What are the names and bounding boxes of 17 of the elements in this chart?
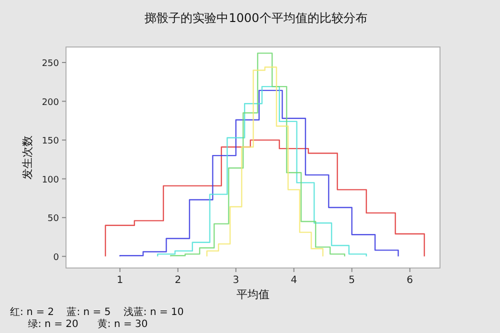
text: 绿: n = 20 黄: n = 30	[28, 318, 148, 330]
x-axis-title: 平均值	[236, 288, 270, 301]
text: 红: n = 2 蓝: n = 5 浅蓝: n = 10	[10, 306, 184, 318]
y-tick-label: 250	[42, 59, 60, 70]
x-tick-label: 2	[174, 275, 182, 286]
y-axis-title: 发生次数	[21, 136, 34, 180]
x-tick-label: 3	[232, 275, 240, 286]
x-tick-label: 5	[348, 275, 356, 286]
y-tick-label: 200	[42, 98, 60, 108]
y-tick-label: 150	[42, 136, 60, 147]
x-tick-label: 4	[290, 275, 298, 286]
y-tick-label: 0	[53, 252, 60, 263]
x-tick-label: 1	[116, 275, 124, 286]
x-tick-label: 6	[406, 275, 414, 286]
y-tick-label: 100	[42, 175, 60, 186]
y-tick-label: 50	[48, 214, 60, 224]
chart-title: 掷骰子的实验中1000个平均值的比较分布	[144, 11, 368, 25]
